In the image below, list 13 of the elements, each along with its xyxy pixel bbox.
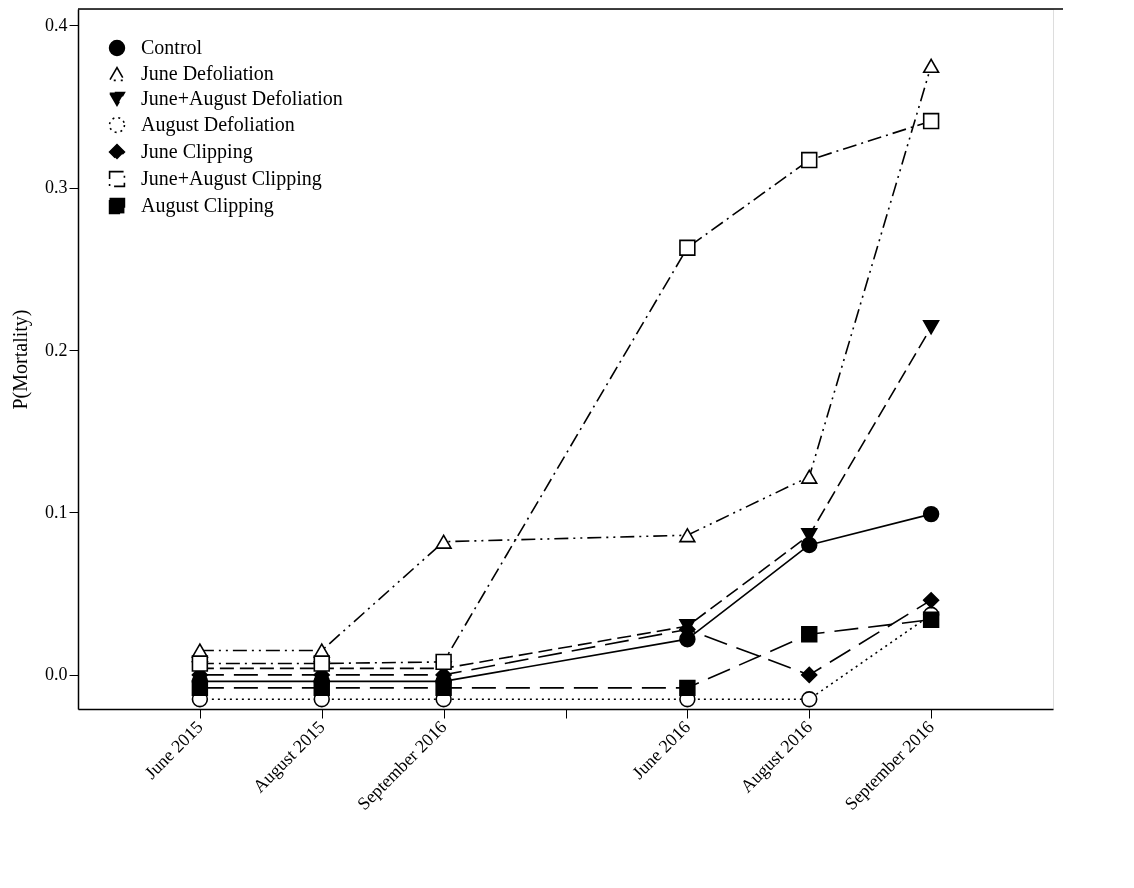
- y-axis-title: P(Mortality): [9, 309, 32, 410]
- y-tick-label: 0.2: [45, 339, 68, 360]
- legend-label: Control: [141, 36, 203, 58]
- y-tick-label: 0.0: [45, 664, 68, 685]
- legend-label: June+August Defoliation: [141, 87, 343, 110]
- y-tick-label: 0.1: [45, 501, 68, 522]
- legend-label: August Clipping: [141, 194, 274, 217]
- legend-label: August Defoliation: [141, 113, 295, 136]
- y-tick-label: 0.4: [45, 14, 68, 35]
- legend-label: June Defoliation: [141, 62, 274, 84]
- y-tick-label: 0.3: [45, 177, 68, 198]
- legend-label: June+August Clipping: [141, 167, 322, 190]
- legend-label: June Clipping: [141, 140, 253, 163]
